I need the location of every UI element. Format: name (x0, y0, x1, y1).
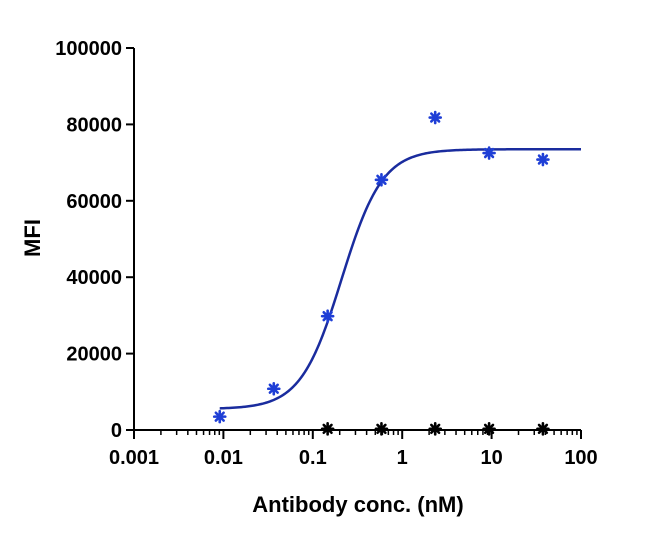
data-points (212, 110, 550, 436)
data-point (428, 422, 443, 436)
y-tick-label: 100000 (55, 38, 122, 60)
x-tick-label: 0.1 (299, 447, 327, 469)
x-tick-label: 10 (480, 447, 502, 469)
y-tick-label: 20000 (66, 344, 122, 366)
data-point (482, 146, 496, 160)
data-point (320, 422, 335, 436)
x-tick-label: 1 (397, 447, 408, 469)
x-tick-label: 0.001 (109, 447, 159, 469)
y-tick-label: 0 (111, 420, 122, 442)
x-tick-label: 100 (564, 447, 597, 469)
data-point (536, 152, 550, 167)
data-point (266, 381, 281, 396)
y-tick-label: 40000 (66, 267, 122, 289)
data-point (320, 309, 335, 323)
data-point (482, 422, 496, 436)
x-axis: 0.001 0.01 0.1 1 10 100 (109, 429, 598, 469)
y-tick-label: 80000 (66, 114, 122, 136)
data-point (374, 172, 389, 187)
data-point (374, 422, 389, 436)
x-axis-title: Antibody conc. (nM) (252, 492, 463, 517)
y-axis-title: MFI (20, 219, 45, 257)
y-axis: 0 20000 40000 60000 80000 100000 (55, 38, 135, 442)
data-point (428, 110, 443, 125)
data-point (536, 422, 550, 436)
data-point (212, 409, 227, 424)
y-tick-label: 60000 (66, 191, 122, 213)
fit-curve (219, 147, 581, 410)
x-tick-label: 0.01 (204, 447, 243, 469)
